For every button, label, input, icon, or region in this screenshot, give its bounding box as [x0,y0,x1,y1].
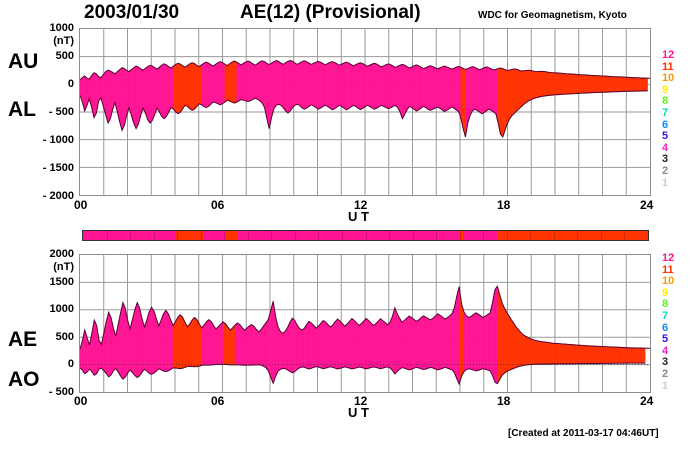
bot-xtick-24: 24 [640,394,654,408]
legend-level-4: 4 [662,141,669,154]
colorbar-segment [497,231,648,240]
top-xtick-00: 00 [74,198,88,212]
legend-level-8: 8 [662,95,669,108]
colorbar-segment [203,231,226,240]
colorbar-hour-tick [553,231,555,240]
bot-xtick-06: 06 [211,394,225,408]
colorbar-hour-tick [459,231,461,240]
bot-unit-label: (nT) [53,261,74,273]
al-series-label: AL [8,98,36,121]
legend-level-7: 7 [662,106,669,119]
legend-level-8: 8 [662,298,669,311]
legend-level-3: 3 [662,153,669,166]
legend-level-1: 1 [662,176,669,189]
ae-series-label: AE [8,328,38,351]
legend-level-4: 4 [662,344,669,357]
colorbar-segment [225,231,238,240]
colorbar-hour-tick [271,231,273,240]
colorbar-segment [175,231,204,240]
page-title: AE(12) (Provisional) [240,2,421,23]
top-ytick-minus2000: - 2000 [42,190,74,202]
legend-level-12: 12 [662,252,675,264]
legend-level-12: 12 [662,49,675,61]
colorbar-hour-tick [153,231,155,240]
colorbar-hour-tick [577,231,579,240]
colorbar-hour-tick [389,231,391,240]
colorbar-hour-tick [600,231,602,240]
colorbar-hour-tick [247,231,249,240]
legend-level-11: 11 [662,263,674,276]
top-xtick-06: 06 [211,198,225,212]
bot-xtick-00: 00 [74,394,88,408]
legend-level-10: 10 [662,72,675,85]
au-series-label: AU [8,50,39,73]
legend-level-7: 7 [662,309,669,322]
legend-level-11: 11 [662,60,674,73]
colorbar-segment [83,231,176,240]
colorbar-segment [464,231,498,240]
au-al-plot-area [80,29,650,195]
top-ytick-1000: 1000 [49,22,74,34]
top-x-axis-title: U T [348,209,369,224]
activity-level-colorbar [82,230,649,241]
top-xtick-12: 12 [354,198,368,212]
top-ytick-500: 500 [55,50,74,62]
top-ytick-minus1000: - 1000 [42,134,74,146]
colorbar-hour-tick [365,231,367,240]
legend-level-5: 5 [662,130,669,143]
attribution-label: WDC for Geomagnetism, Kyoto [478,10,627,21]
bot-x-axis-title: U T [348,405,369,420]
legend-level-3: 3 [662,356,669,369]
colorbar-hour-tick [341,231,343,240]
colorbar-hour-tick [436,231,438,240]
colorbar-segment [459,231,465,240]
au-al-plot-panel [79,28,651,196]
bot-ytick-1000: 1000 [49,303,74,315]
colorbar-hour-tick [224,231,226,240]
bot-xtick-12: 12 [354,394,368,408]
top-ytick-minus1500: - 1500 [42,162,74,174]
legend-level-2: 2 [662,367,669,380]
colorbar-hour-tick [200,231,202,240]
colorbar-hour-tick [106,231,108,240]
colorbar-hour-tick [177,231,179,240]
top-xtick-18: 18 [497,198,511,212]
created-timestamp: [Created at 2011-03-17 04:46UT] [508,428,659,439]
bot-ytick-2000: 2000 [49,248,74,260]
colorbar-hour-tick [624,231,626,240]
ae-ao-plot-panel [79,254,651,393]
colorbar-segment [237,231,460,240]
bot-ytick-0: 0 [67,358,74,370]
top-color-legend: 12 11 10 9 8 7 6 5 4 3 2 1 [662,49,682,189]
bot-ytick-1500: 1500 [49,276,74,288]
legend-level-5: 5 [662,333,669,346]
colorbar-hour-tick [530,231,532,240]
colorbar-hour-tick [483,231,485,240]
legend-level-9: 9 [662,286,669,299]
legend-level-9: 9 [662,83,669,96]
bot-xtick-18: 18 [497,394,511,408]
legend-level-2: 2 [662,164,669,177]
bot-ytick-minus500: - 500 [48,386,74,398]
top-ytick-0: 0 [67,78,74,90]
ao-series-label: AO [8,368,40,391]
colorbar-hour-tick [318,231,320,240]
legend-level-1: 1 [662,379,669,392]
bottom-color-legend: 12 11 10 9 8 7 6 5 4 3 2 1 [662,252,682,392]
legend-level-10: 10 [662,275,675,288]
colorbar-hour-tick [294,231,296,240]
top-ytick-minus500: - 500 [48,106,74,118]
ae-ao-plot-area [80,255,650,392]
top-unit-label: (nT) [53,35,74,47]
colorbar-hour-tick [130,231,132,240]
chart-date: 2003/01/30 [84,2,180,23]
bot-ytick-500: 500 [55,331,74,343]
top-xtick-24: 24 [640,198,654,212]
colorbar-hour-tick [412,231,414,240]
colorbar-hour-tick [506,231,508,240]
legend-level-6: 6 [662,118,669,131]
legend-level-6: 6 [662,321,669,334]
